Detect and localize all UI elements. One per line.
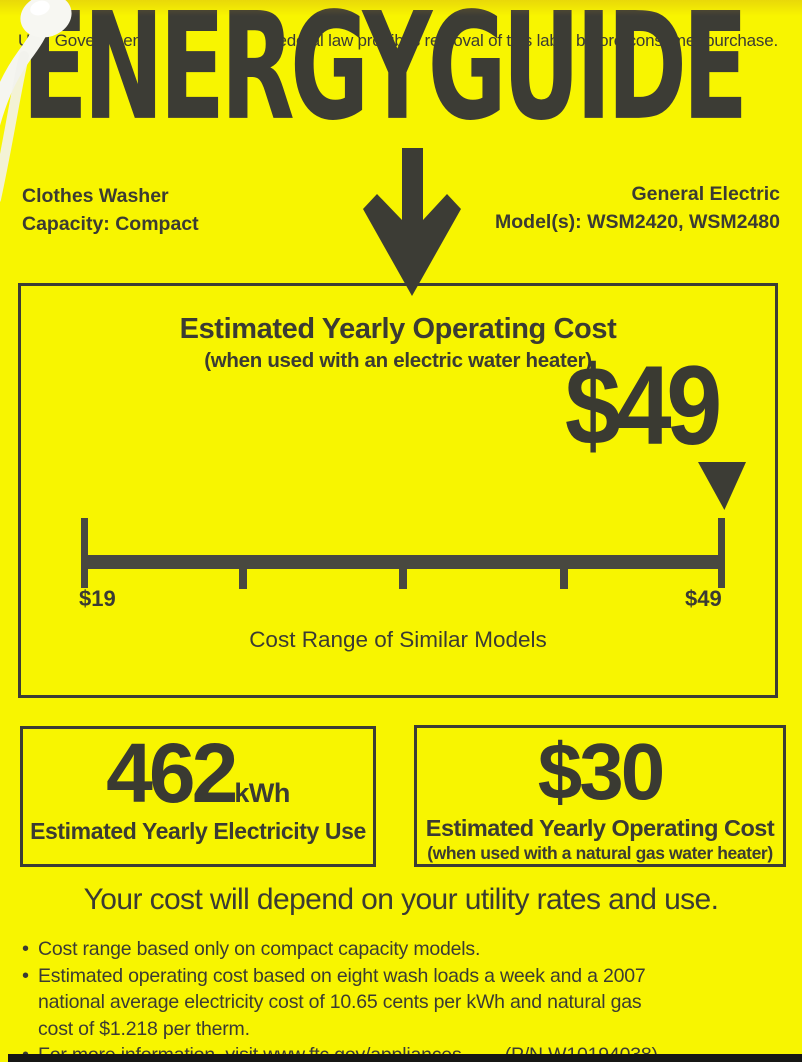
electricity-value-line: 462kWh (23, 731, 373, 815)
footnote-continuation: national average electricity cost of 10.… (38, 991, 642, 1013)
tag-fastener-icon (0, 0, 72, 202)
electricity-use-box: 462kWh Estimated Yearly Electricity Use (20, 726, 376, 867)
down-arrow-icon (363, 148, 461, 296)
electricity-unit: kWh (234, 778, 290, 808)
scale-left-tick (81, 518, 88, 588)
model-numbers: Model(s): WSM2420, WSM2480 (495, 211, 780, 233)
footnote-text: Cost range based only on compact capacit… (38, 938, 481, 960)
utility-rates-note: Your cost will depend on your utility ra… (83, 883, 719, 916)
gas-cost-sublabel: (when used with a natural gas water heat… (427, 843, 773, 863)
footnote-item: • Estimated operating cost based on eigh… (22, 963, 786, 990)
scale-min-label: $19 (79, 586, 116, 611)
manufacturer-info: General Electric Model(s): WSM2420, WSM2… (495, 180, 780, 236)
footnote-text: Estimated operating cost based on eight … (38, 964, 646, 987)
product-info: Clothes Washer Capacity: Compact (22, 182, 199, 238)
logo-wordmark: ENERGYGUIDE (22, 0, 749, 164)
operating-cost-subtitle: (when used with an electric water heater… (204, 349, 592, 372)
logo-word-guide: GUIDE (427, 0, 749, 154)
scale-max-label: $49 (685, 586, 722, 611)
operating-cost-value: $49 (565, 343, 722, 468)
product-type: Clothes Washer (22, 185, 169, 207)
federal-law-notice: Federal law prohibits removal of this la… (267, 31, 778, 50)
footnote-list: • Cost range based only on compact capac… (22, 936, 786, 1062)
gas-cost-value: $30 (537, 727, 665, 816)
gas-cost-label: Estimated Yearly Operating Cost (425, 815, 775, 841)
brand-name: General Electric (631, 183, 781, 205)
operating-cost-title: Estimated Yearly Operating Cost (179, 313, 617, 345)
cost-range-scale (81, 555, 725, 569)
electricity-label: Estimated Yearly Electricity Use (30, 818, 366, 844)
scale-mid-tick (560, 569, 568, 589)
gas-cost-box: $30 Estimated Yearly Operating Cost (whe… (414, 725, 786, 867)
scale-right-tick (718, 518, 725, 588)
bullet-icon: • (22, 1044, 29, 1062)
electricity-value: 462 (106, 726, 238, 820)
footnote-item: • Cost range based only on compact capac… (22, 936, 786, 963)
down-triangle-icon (698, 462, 746, 510)
operating-cost-box: Estimated Yearly Operating Cost (when us… (18, 283, 778, 698)
scale-mid-tick (399, 569, 407, 589)
footnote-continuation: cost of $1.218 per therm. (38, 1017, 250, 1040)
product-capacity: Capacity: Compact (22, 213, 199, 235)
logo-word-energy: ENERGY (22, 0, 432, 154)
photo-bottom-edge (8, 1054, 802, 1062)
scale-mid-tick (239, 569, 247, 589)
energyguide-logo: ENERGYGUIDE (22, 0, 786, 182)
bullet-icon: • (22, 964, 29, 987)
bullet-icon: • (22, 938, 29, 960)
scale-caption: Cost Range of Similar Models (249, 627, 547, 652)
